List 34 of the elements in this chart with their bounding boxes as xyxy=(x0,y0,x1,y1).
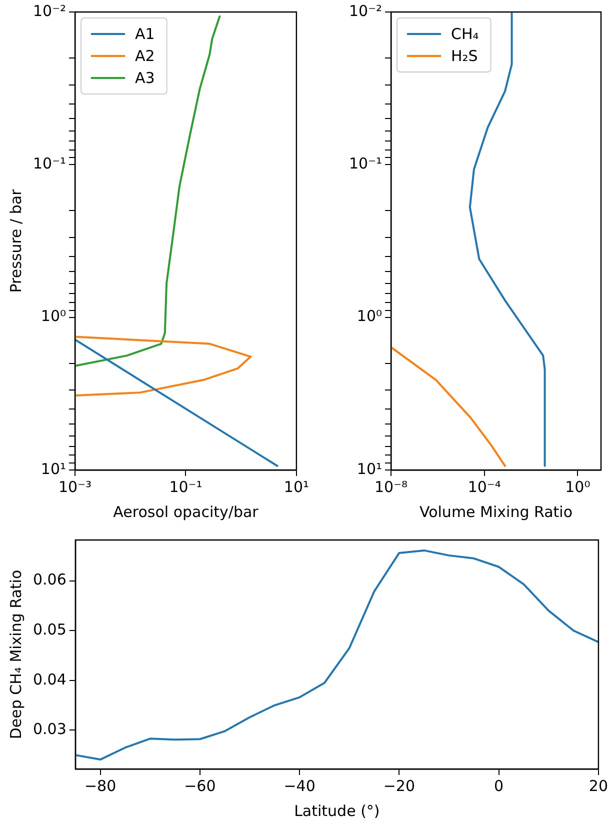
x-axis-title: Aerosol opacity/bar xyxy=(113,502,260,521)
x-tick-label: 10⁻³ xyxy=(58,478,92,496)
y-tick-label: 10⁻¹ xyxy=(32,154,66,173)
y-axis-title: Pressure / bar xyxy=(6,188,25,293)
x-axis-title: Latitude (°) xyxy=(294,802,380,820)
y-tick-label: 0.05 xyxy=(32,620,66,638)
x-tick-label: −80 xyxy=(84,776,116,795)
legend-label: H₂S xyxy=(451,46,478,65)
x-tick-label: −60 xyxy=(184,776,216,795)
x-tick-label: −40 xyxy=(284,776,316,795)
y-tick-label: 10⁰ xyxy=(356,307,382,326)
y-tick-label: 0.04 xyxy=(32,670,66,688)
x-tick-label: 10⁻⁸ xyxy=(374,478,408,496)
x-axis-title: Volume Mixing Ratio xyxy=(419,502,573,521)
y-tick-label: 10⁻² xyxy=(32,2,66,20)
y-tick-label: 0.06 xyxy=(32,570,66,589)
y-tick-label: 10¹ xyxy=(356,460,382,478)
y-tick-label: 0.03 xyxy=(32,720,66,738)
x-tick-label: 20 xyxy=(588,776,608,795)
legend-label: A1 xyxy=(135,24,155,43)
legend-label: A3 xyxy=(135,68,155,87)
x-tick-label: 0 xyxy=(494,776,504,795)
x-tick-label: 10¹ xyxy=(284,478,310,496)
x-tick-label: 10⁰ xyxy=(565,478,590,496)
legend-label: A2 xyxy=(135,46,155,65)
y-tick-label: 10⁻² xyxy=(348,2,382,20)
y-axis-title: Deep CH₄ Mixing Ratio xyxy=(6,570,25,740)
y-tick-label: 10⁻¹ xyxy=(348,154,382,173)
x-tick-label: 10⁻⁴ xyxy=(468,478,501,496)
y-tick-label: 10¹ xyxy=(40,460,66,478)
x-tick-label: −20 xyxy=(383,776,416,795)
y-tick-label: 10⁰ xyxy=(40,307,66,326)
x-tick-label: 10⁻¹ xyxy=(169,478,202,496)
legend-label: CH₄ xyxy=(451,24,479,43)
